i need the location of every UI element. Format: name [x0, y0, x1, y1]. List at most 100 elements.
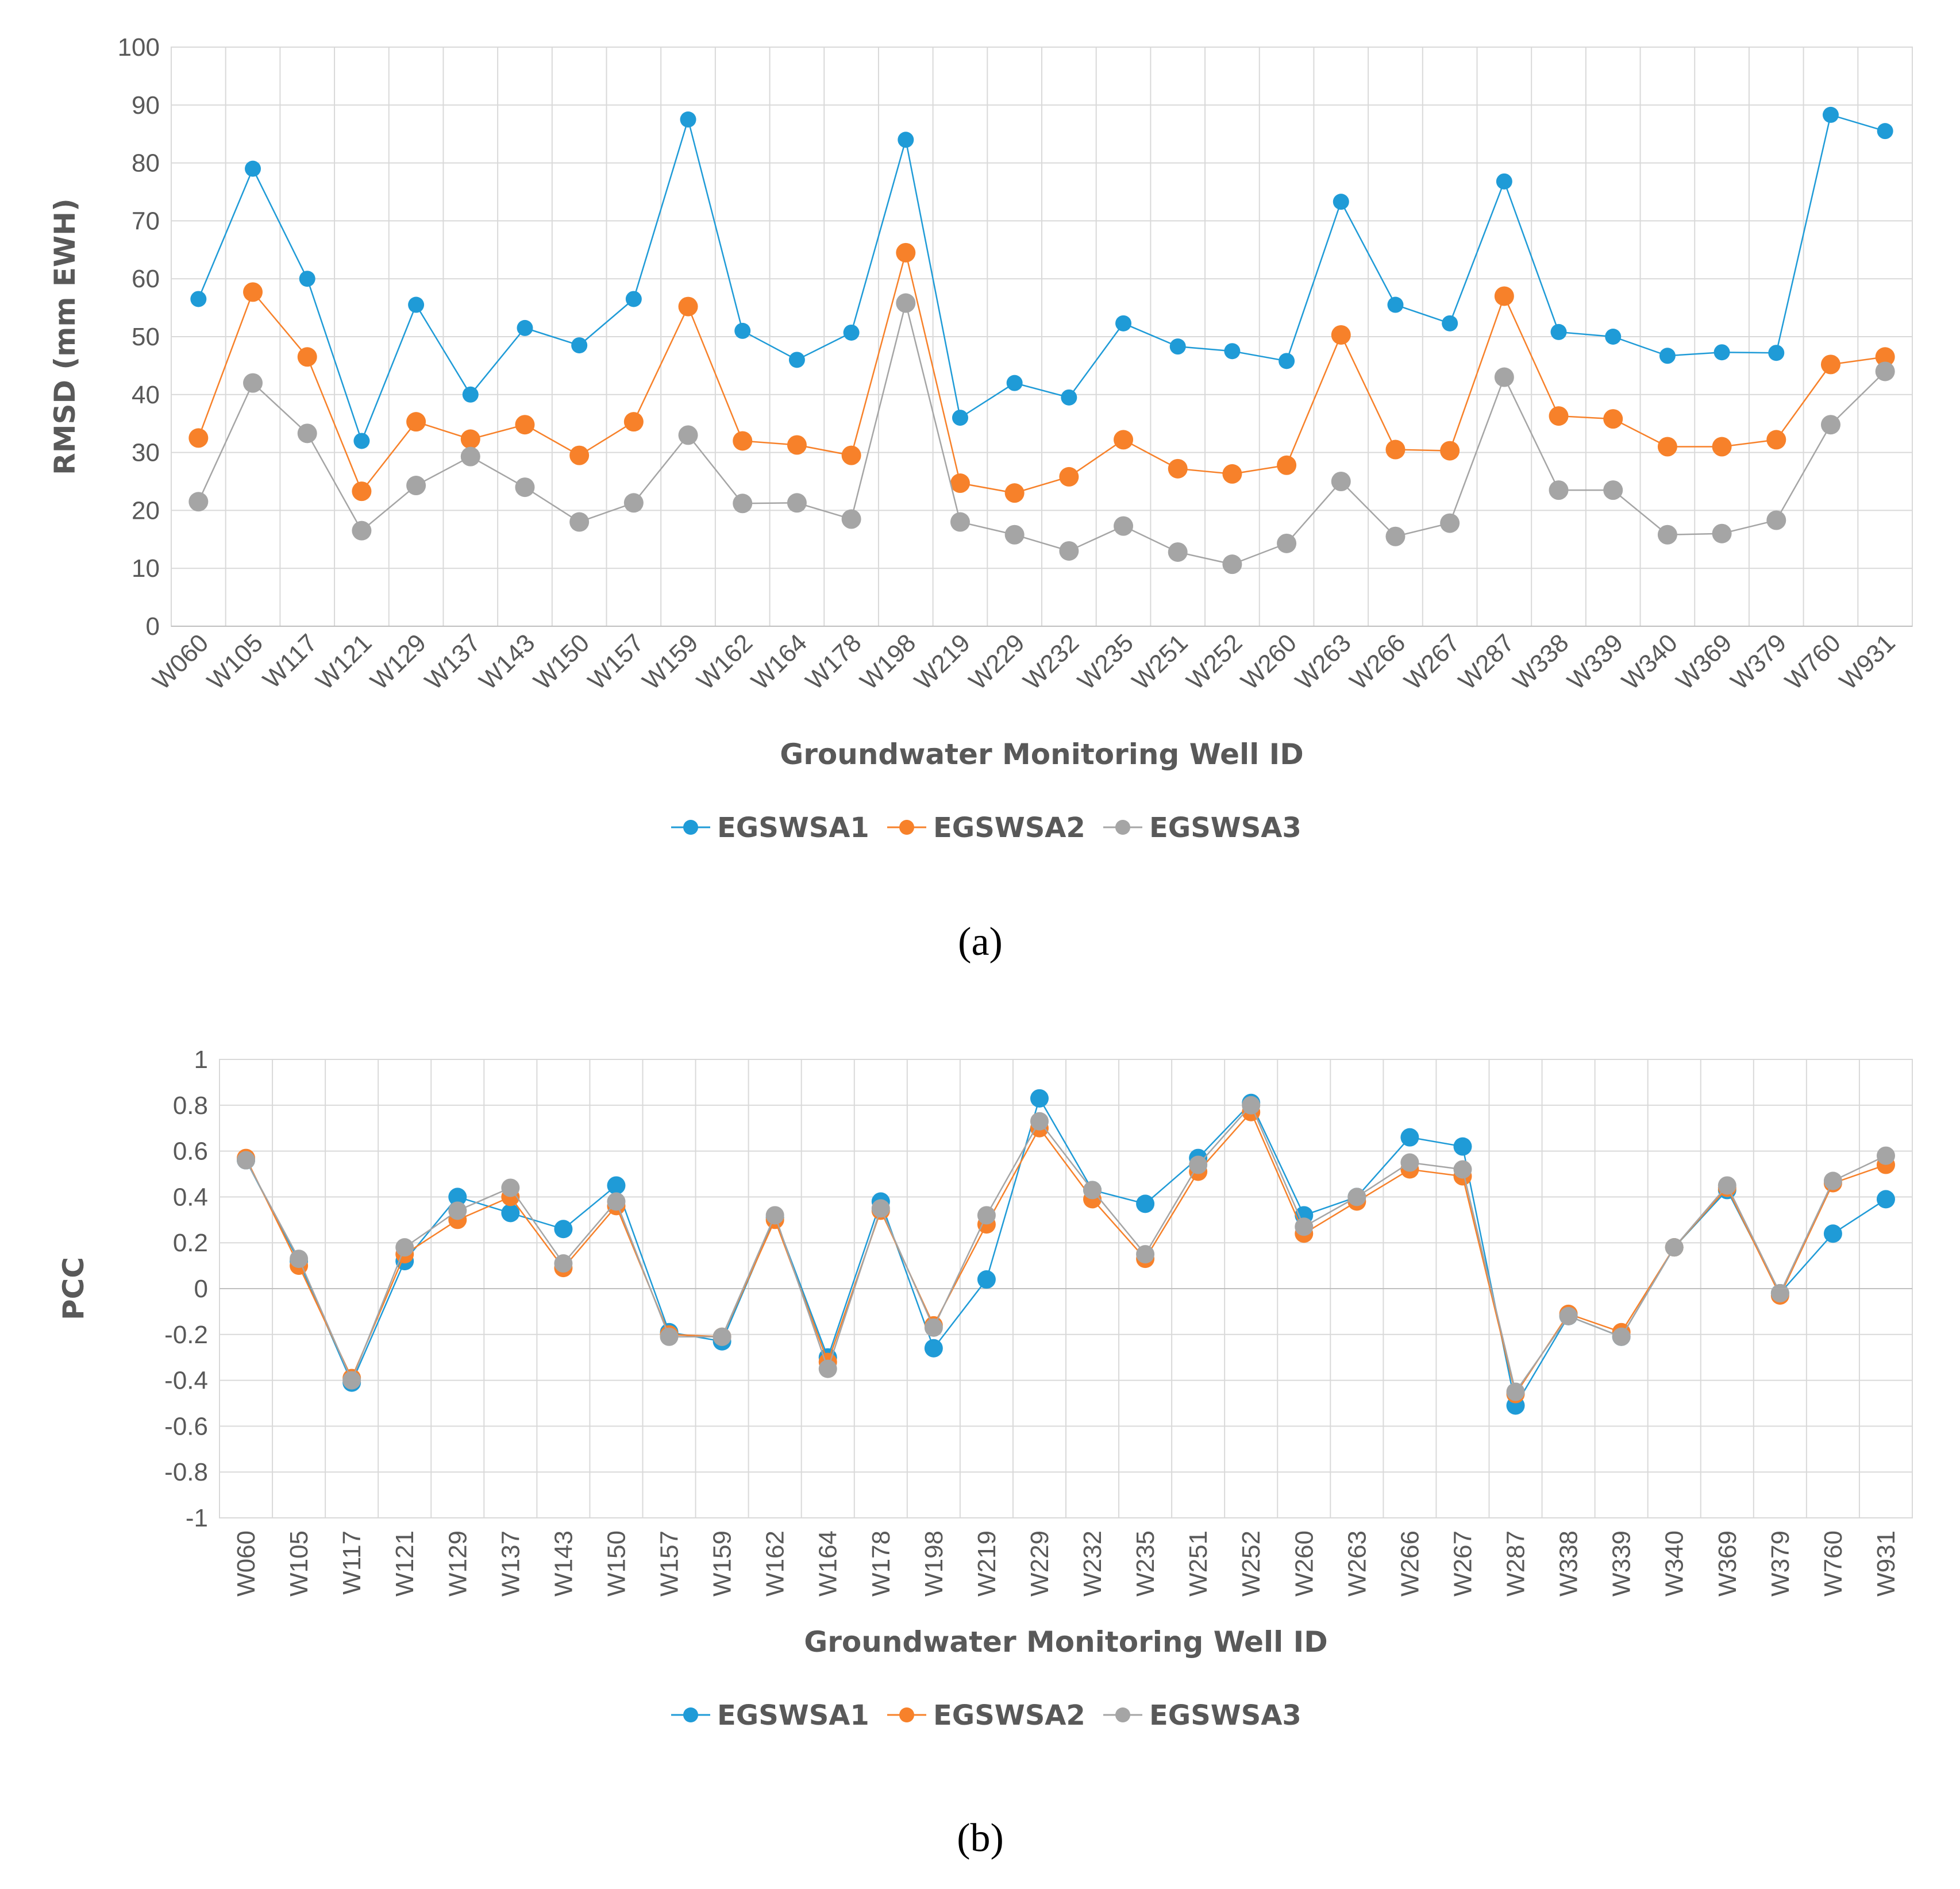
data-point	[1440, 441, 1460, 461]
y-tick-label: -0.8	[164, 1458, 208, 1486]
data-point	[460, 446, 480, 467]
x-tick-label: W252	[1237, 1531, 1265, 1597]
y-tick-label: 20	[132, 496, 160, 525]
data-point	[1713, 344, 1730, 361]
data-point	[1169, 338, 1186, 355]
data-point	[680, 111, 696, 128]
x-tick-label: W338	[1555, 1531, 1583, 1597]
data-point	[1876, 1146, 1895, 1165]
data-point	[188, 492, 209, 512]
data-point	[896, 242, 916, 263]
data-point	[1877, 123, 1893, 140]
x-tick-label: W235	[1131, 1531, 1160, 1597]
data-point	[245, 160, 261, 177]
data-point	[517, 319, 533, 336]
data-point	[571, 337, 588, 354]
x-tick-label: W931	[1872, 1531, 1900, 1597]
data-point	[515, 415, 535, 435]
data-point	[188, 428, 209, 448]
x-tick-label: W137	[496, 1531, 525, 1597]
legend-marker	[683, 820, 698, 835]
data-point	[1823, 1224, 1842, 1243]
data-point	[1820, 415, 1840, 435]
data-point	[841, 509, 861, 529]
data-point	[1820, 354, 1840, 375]
data-point	[1222, 554, 1242, 575]
series-egswsa2	[188, 242, 1895, 503]
y-tick-label: 60	[132, 265, 160, 293]
data-point	[237, 1151, 256, 1170]
data-point	[1136, 1245, 1155, 1264]
data-point	[871, 1199, 890, 1218]
data-point	[787, 493, 807, 513]
x-tick-label: W159	[637, 629, 704, 695]
data-point	[1168, 542, 1188, 562]
data-point	[1061, 389, 1077, 406]
x-tick-label: W232	[1079, 1531, 1107, 1597]
x-tick-label: W232	[1018, 629, 1084, 695]
data-point	[660, 1327, 679, 1346]
data-point	[408, 296, 425, 313]
x-tick-label: W162	[761, 1531, 790, 1597]
legend-marker	[1115, 1707, 1130, 1722]
legend-label: EGSWSA2	[933, 1699, 1085, 1732]
data-point	[1387, 296, 1404, 313]
data-point	[607, 1192, 626, 1211]
data-point	[977, 1270, 996, 1289]
y-tick-label: 0	[146, 612, 160, 641]
x-tick-label: W219	[973, 1531, 1001, 1597]
series-line-egswsa1	[198, 114, 1886, 444]
x-tick-label: W235	[1072, 629, 1139, 695]
data-point	[1550, 323, 1567, 340]
y-axis-title: PCC	[57, 1257, 90, 1320]
series-line-egswsa2	[245, 1111, 1886, 1396]
x-tick-label: W150	[602, 1531, 630, 1597]
x-tick-label: W060	[232, 1531, 260, 1597]
pcc-chart: -1 -0.8 -0.6 -0.4 -0.2 0 0.2 0.4 0.6 0.8 1 W060 W105…	[57, 1046, 1913, 1732]
data-point	[841, 445, 861, 465]
x-tick-label: W229	[964, 629, 1030, 695]
data-point	[950, 512, 970, 532]
y-tick-label: -0.2	[164, 1321, 208, 1349]
data-point	[924, 1318, 943, 1337]
x-tick-label: W369	[1671, 629, 1738, 695]
y-tick-label: 0.6	[173, 1138, 208, 1166]
legend-label: EGSWSA2	[933, 812, 1085, 844]
x-tick-label: W159	[708, 1531, 737, 1597]
data-point	[1277, 455, 1297, 475]
data-point	[1114, 516, 1134, 536]
data-point	[1331, 472, 1351, 491]
data-point	[1189, 1155, 1208, 1174]
data-point	[1823, 1171, 1842, 1190]
data-point	[515, 477, 535, 498]
data-point	[460, 429, 480, 449]
y-tick-label: 0.8	[173, 1092, 208, 1120]
data-point	[501, 1204, 520, 1223]
data-point	[1059, 467, 1079, 487]
series-egswsa3	[237, 1096, 1895, 1401]
x-tick-label: W105	[285, 1531, 313, 1597]
data-point	[1549, 406, 1569, 426]
legend-marker	[899, 820, 914, 835]
x-tick-label: W198	[920, 1531, 948, 1597]
y-tick-label: 100	[118, 33, 160, 61]
data-point	[1277, 533, 1297, 553]
data-point	[1605, 329, 1622, 345]
data-point	[788, 352, 805, 368]
data-point	[623, 412, 644, 432]
data-point	[898, 132, 914, 148]
x-tick-label: W760	[1819, 1531, 1847, 1597]
legend-label: EGSWSA3	[1149, 812, 1301, 844]
data-point	[1712, 437, 1732, 457]
data-point	[1279, 353, 1295, 369]
y-tick-label: 40	[132, 381, 160, 409]
x-tick-label: W143	[474, 629, 541, 695]
data-point	[1603, 409, 1623, 429]
data-point	[342, 1371, 361, 1390]
x-tick-label: W379	[1766, 1531, 1795, 1597]
x-tick-label: W157	[656, 1531, 684, 1597]
data-point	[1875, 347, 1895, 367]
x-tick-label: W121	[311, 629, 378, 695]
data-point	[1224, 343, 1241, 360]
x-tick-label: W267	[1399, 629, 1465, 695]
